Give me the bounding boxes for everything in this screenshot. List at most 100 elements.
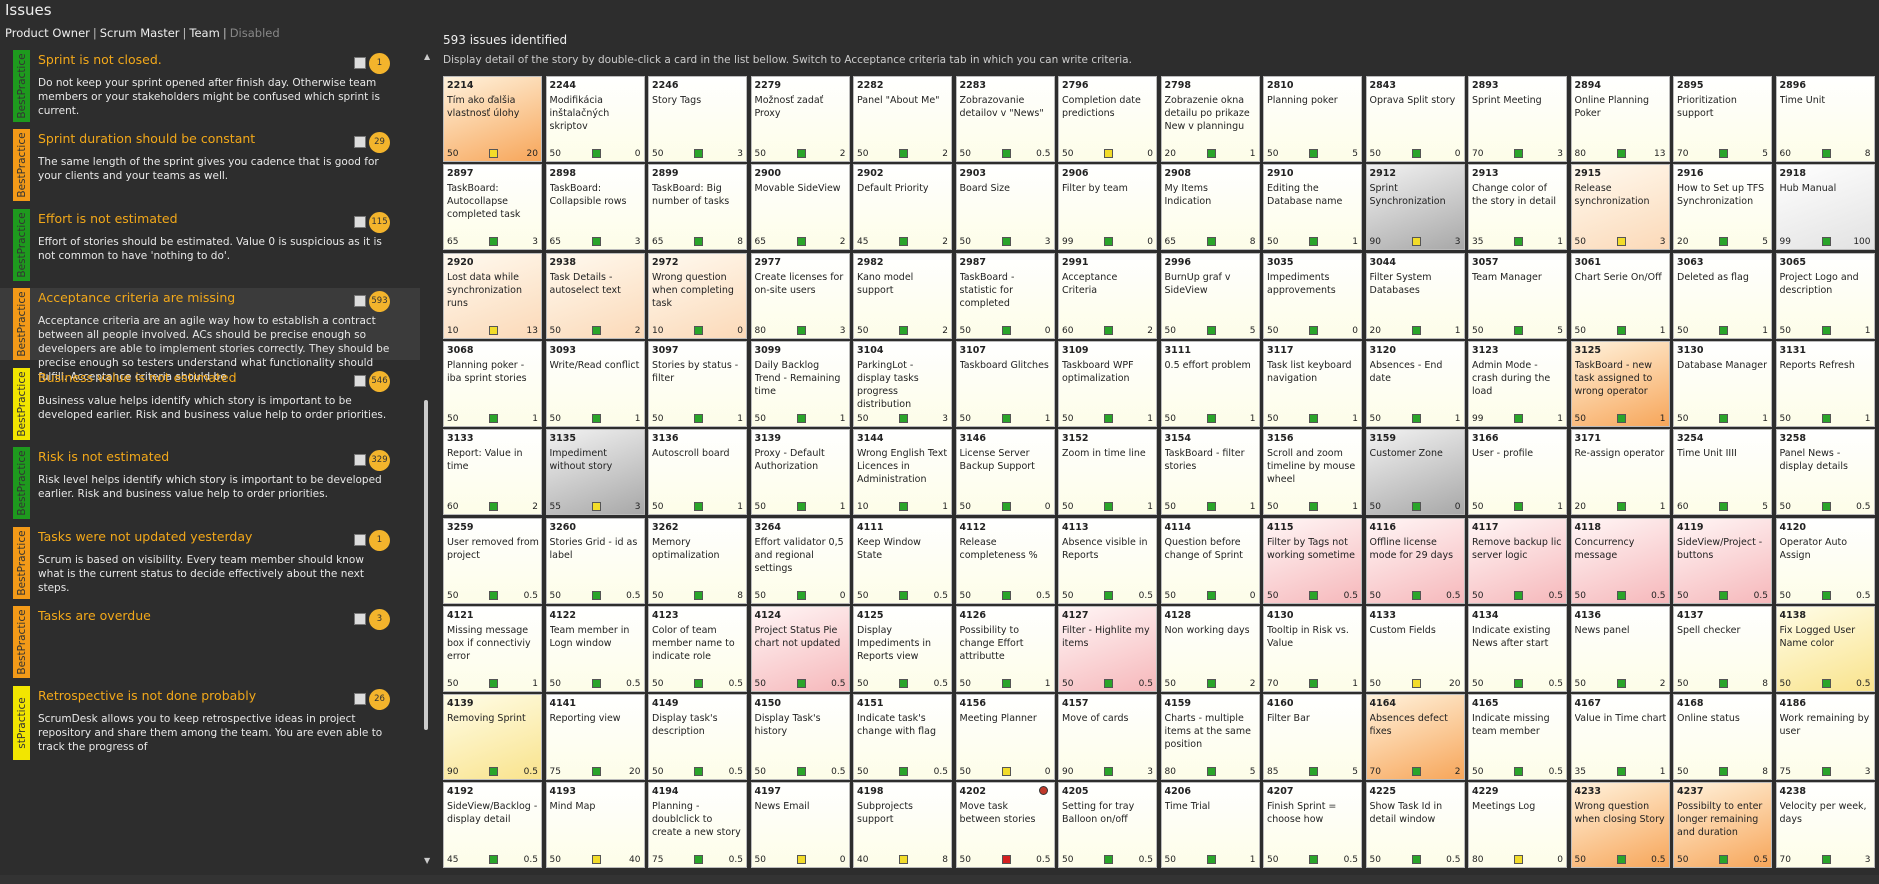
story-card[interactable]: 4136 News panel 50 2	[1570, 605, 1670, 692]
story-card[interactable]: 4159 Charts - multiple items at the same …	[1160, 694, 1260, 781]
issue-checkbox[interactable]	[354, 693, 366, 705]
story-card[interactable]: 4128 Non working days 50 2	[1160, 605, 1260, 692]
story-card[interactable]: 3111 0.5 effort problem 50 1	[1160, 340, 1260, 427]
story-card[interactable]: 3144 Wrong English Text Licences in Admin…	[853, 429, 952, 516]
issues-list[interactable]: BestPractice Sprint is not closed. Do not …	[0, 50, 422, 875]
story-card[interactable]: 4113 Absence visible in Reports 50 0.5	[1058, 517, 1157, 604]
story-card[interactable]: 3131 Reports Refresh 50 1	[1775, 340, 1875, 427]
scroll-up-icon[interactable]: ▲	[424, 52, 431, 61]
story-card[interactable]: 2897 TaskBoard: Autocollapse completed ta…	[443, 164, 542, 251]
story-card[interactable]: 4138 Fix Logged User Name color 50 0.5	[1775, 605, 1875, 692]
filter-product-owner[interactable]: Product Owner	[5, 26, 90, 40]
story-card[interactable]: 2898 TaskBoard: Collapsible rows 65 3	[545, 164, 645, 251]
story-card[interactable]: 2972 Wrong question when completing task 1…	[648, 252, 747, 339]
story-card[interactable]: 3107 Taskboard Glitches 50 1	[955, 340, 1055, 427]
story-card[interactable]: 3099 Daily Backlog Trend - Remaining time…	[750, 340, 850, 427]
story-card[interactable]: 4139 Removing Sprint 90 0.5	[443, 694, 542, 781]
issue-item[interactable]: BestPractice Tasks are overdue 3	[0, 606, 420, 678]
story-card[interactable]: 4141 Reporting view 75 20	[545, 694, 645, 781]
issue-checkbox[interactable]	[354, 534, 366, 546]
story-card[interactable]: 4206 Time Trial 50 1	[1160, 782, 1260, 869]
issue-item[interactable]: BestPractice Acceptance criteria are miss…	[0, 288, 420, 383]
story-card[interactable]: 4233 Wrong question when closing Story 50 0…	[1570, 782, 1670, 869]
story-card[interactable]: 4130 Tooltip in Risk vs. Value 70 1	[1263, 605, 1362, 692]
story-card[interactable]: 3254 Time Unit IIII 60 5	[1673, 429, 1772, 516]
story-card[interactable]: 4229 Meetings Log 80 0	[1468, 782, 1567, 869]
story-card[interactable]: 3093 Write/Read conflict 50 1	[545, 340, 645, 427]
story-card[interactable]: 2798 Zobrazenie okna detailu po prikaze N…	[1160, 76, 1260, 162]
issues-scrollbar[interactable]	[424, 400, 428, 730]
filter-disabled[interactable]: Disabled	[229, 26, 280, 40]
story-card[interactable]: 4119 SideView/Project - buttons 50 0.5	[1673, 517, 1772, 604]
story-card[interactable]: 4225 Show Task Id in detail window 50 0.5	[1365, 782, 1465, 869]
story-card[interactable]: 4197 News Email 50 0	[750, 782, 850, 869]
issue-item[interactable]: BestPractice Effort is not estimated Effor…	[0, 209, 420, 281]
story-card[interactable]: 4167 Value in Time chart 35 1	[1570, 694, 1670, 781]
story-card[interactable]: 2244 Modifikácia inštalačných skriptov 50 0	[545, 76, 645, 162]
issue-checkbox[interactable]	[354, 454, 366, 466]
story-card[interactable]: 3146 License Server Backup Support 50 0	[955, 429, 1055, 516]
story-card[interactable]: 2996 BurnUp graf v SideView 50 5	[1160, 252, 1260, 339]
story-card[interactable]: 3123 Admin Mode - crash during the load 99…	[1468, 340, 1567, 427]
story-card[interactable]: 4192 SideView/Backlog - display detail 45 0…	[443, 782, 542, 869]
story-card[interactable]: 3259 User removed from project 50 0.5	[443, 517, 542, 604]
story-card[interactable]: 4133 Custom Fields 50 20	[1365, 605, 1465, 692]
story-card[interactable]: 3159 Customer Zone 50 0	[1365, 429, 1465, 516]
story-card[interactable]: 2896 Time Unit 60 8	[1775, 76, 1875, 162]
story-card[interactable]: 2279 Možnosť zadať Proxy 50 2	[750, 76, 850, 162]
story-card[interactable]: 2991 Acceptance Criteria 60 2	[1058, 252, 1157, 339]
story-card[interactable]: 3135 Impediment without story 55 3	[545, 429, 645, 516]
story-card[interactable]: 3166 User - profile 50 1	[1468, 429, 1567, 516]
story-card[interactable]: 2908 My Items Indication 65 8	[1160, 164, 1260, 251]
story-card[interactable]: 2912 Sprint Synchronization 90 3	[1365, 164, 1465, 251]
story-card[interactable]: 4168 Online status 50 8	[1673, 694, 1772, 781]
story-card[interactable]: 2214 Tím ako ďalšia vlastnosť úlohy 50 20	[443, 76, 542, 162]
story-card[interactable]: 4238 Velocity per week, days 70 3	[1775, 782, 1875, 869]
story-card[interactable]: 2282 Panel "About Me" 50 2	[853, 76, 952, 162]
story-card[interactable]: 2906 Filter by team 99 0	[1058, 164, 1157, 251]
issue-item[interactable]: BestPractice Sprint duration should be co…	[0, 129, 420, 201]
story-card[interactable]: 2283 Zobrazovanie detailov v "News" 50 0.5	[955, 76, 1055, 162]
story-card[interactable]: 3264 Effort validator 0,5 and regional se…	[750, 517, 850, 604]
story-card[interactable]: 2918 Hub Manual 99 100	[1775, 164, 1875, 251]
story-card[interactable]: 4207 Finish Sprint = choose how 50 0.5	[1263, 782, 1362, 869]
story-card[interactable]: 4111 Keep Window State 50 0.5	[853, 517, 952, 604]
issue-checkbox[interactable]	[354, 216, 366, 228]
story-card[interactable]: 3125 TaskBoard - new task assigned to wro…	[1570, 340, 1670, 427]
story-card[interactable]: 4115 Filter by Tags not working sometime 5…	[1263, 517, 1362, 604]
story-card[interactable]: 4237 Possibilty to enter longer remaining…	[1673, 782, 1772, 869]
story-card[interactable]: 4150 Display Task's history 50 0.5	[750, 694, 850, 781]
story-card[interactable]: 3258 Panel News - display details 50 0.5	[1775, 429, 1875, 516]
issue-checkbox[interactable]	[354, 295, 366, 307]
story-card[interactable]: 3139 Proxy - Default Authorization 50 1	[750, 429, 850, 516]
story-card[interactable]: 3120 Absences - End date 50 1	[1365, 340, 1465, 427]
story-card[interactable]: 2893 Sprint Meeting 70 3	[1468, 76, 1567, 162]
issue-item[interactable]: BestPractice Sprint is not closed. Do not …	[0, 50, 420, 122]
story-card[interactable]: 4118 Concurrency message 50 0.5	[1570, 517, 1670, 604]
issue-checkbox[interactable]	[354, 57, 366, 69]
issue-item[interactable]: BestPractice Tasks were not updated yeste…	[0, 527, 420, 599]
story-card[interactable]: 3035 Impediments approvements 50 0	[1263, 252, 1362, 339]
story-card[interactable]: 4186 Work remaining by user 75 3	[1775, 694, 1875, 781]
story-card[interactable]: 4156 Meeting Planner 50 0	[955, 694, 1055, 781]
issue-checkbox[interactable]	[354, 136, 366, 148]
story-card[interactable]: 2843 Oprava Split story 50 0	[1365, 76, 1465, 162]
story-card[interactable]: 4123 Color of team member name to indicat…	[648, 605, 747, 692]
story-card[interactable]: 4127 Filter - Highlite my items 50 0.5	[1058, 605, 1157, 692]
story-card[interactable]: 2987 TaskBoard - statistic for completed 5…	[955, 252, 1055, 339]
story-card[interactable]: 4157 Move of cards 90 3	[1058, 694, 1157, 781]
story-card[interactable]: 3260 Stories Grid - id as label 50 0.5	[545, 517, 645, 604]
story-card[interactable]: 4114 Question before change of Sprint 50 0	[1160, 517, 1260, 604]
issue-item[interactable]: stPractice Retrospective is not done prob…	[0, 686, 420, 760]
story-card[interactable]: 2982 Kano model support 50 2	[853, 252, 952, 339]
story-card[interactable]: 3156 Scroll and zoom timeline by mouse wh…	[1263, 429, 1362, 516]
issue-checkbox[interactable]	[354, 613, 366, 625]
story-card[interactable]: 2895 Prioritization support 70 5	[1673, 76, 1772, 162]
story-card[interactable]: 2977 Create licenses for on-site users 80 3	[750, 252, 850, 339]
story-card[interactable]: 4137 Spell checker 50 8	[1673, 605, 1772, 692]
story-card[interactable]: 3057 Team Manager 50 5	[1468, 252, 1567, 339]
story-card[interactable]: 4116 Offline license mode for 29 days 50 0.…	[1365, 517, 1465, 604]
story-card[interactable]: 2894 Online Planning Poker 80 13	[1570, 76, 1670, 162]
story-card[interactable]: 2910 Editing the Database name 50 1	[1263, 164, 1362, 251]
story-card[interactable]: 4202 Move task between stories 50 0.5	[955, 782, 1055, 869]
